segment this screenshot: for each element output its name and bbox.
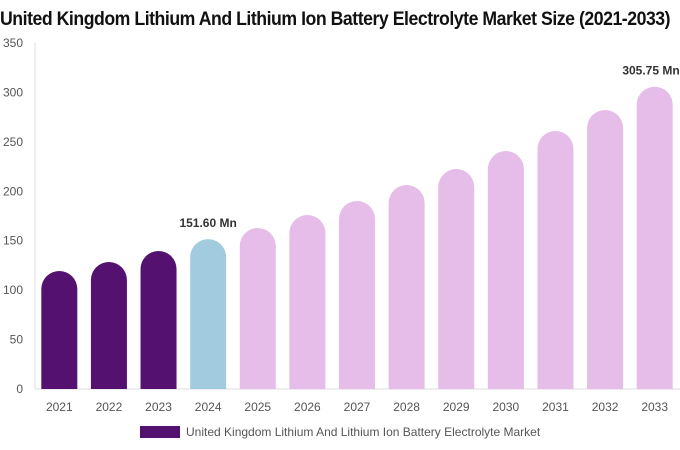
bar-2031 (537, 130, 574, 390)
y-tick-label: 300 (3, 85, 23, 99)
data-label-2033: 305.75 Mn (622, 64, 679, 78)
bar-2028 (388, 185, 425, 389)
bar-2027 (339, 200, 375, 389)
bar-2030 (487, 151, 524, 389)
x-tick-label: 2026 (294, 400, 321, 414)
y-tick-label: 350 (3, 36, 23, 50)
bar-2022 (90, 261, 127, 389)
x-tick-label: 2023 (145, 400, 172, 414)
y-tick-label: 250 (3, 135, 23, 149)
x-tick-label: 2032 (592, 400, 619, 414)
bar-2033 (636, 86, 673, 389)
x-tick-label: 2021 (46, 400, 73, 414)
y-tick-label: 150 (3, 234, 23, 248)
bar-2024 (190, 239, 227, 389)
data-label-2024: 151.60 Mn (179, 216, 236, 230)
legend-label: United Kingdom Lithium And Lithium Ion B… (186, 425, 541, 439)
y-tick-label: 0 (16, 382, 23, 396)
bar-2032 (587, 110, 624, 389)
x-tick-label: 2027 (344, 400, 371, 414)
bar-2029 (438, 169, 475, 389)
x-tick-label: 2033 (641, 400, 668, 414)
y-tick-label: 100 (3, 283, 23, 297)
chart-title: United Kingdom Lithium And Lithium Ion B… (0, 9, 671, 30)
bar-2021 (41, 270, 78, 389)
bar-2023 (140, 250, 177, 389)
x-tick-label: 2028 (393, 400, 420, 414)
legend: United Kingdom Lithium And Lithium Ion B… (140, 425, 540, 439)
legend-swatch (140, 426, 180, 438)
y-tick-label: 200 (3, 184, 23, 198)
x-tick-label: 2025 (244, 400, 271, 414)
x-tick-label: 2031 (542, 400, 569, 414)
x-tick-label: 2029 (443, 400, 470, 414)
x-tick-label: 2022 (96, 400, 123, 414)
x-tick-label: 2024 (195, 400, 222, 414)
bar-2026 (289, 215, 326, 389)
y-tick-label: 50 (10, 333, 24, 347)
bar-2025 (239, 227, 276, 389)
x-tick-label: 2030 (492, 400, 519, 414)
